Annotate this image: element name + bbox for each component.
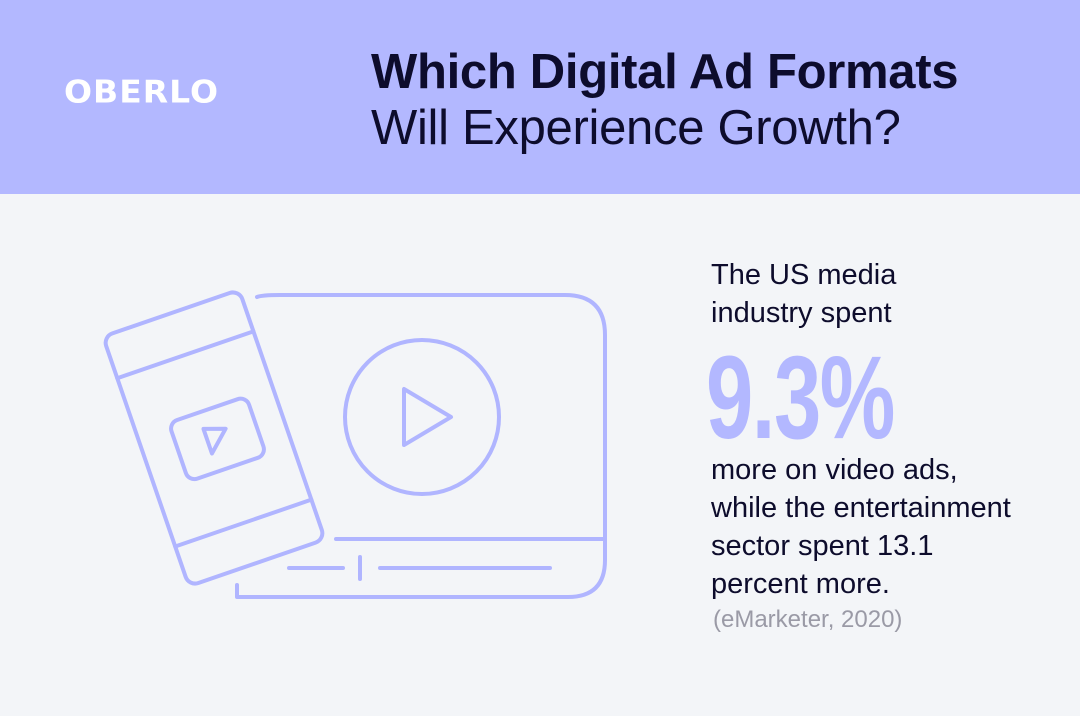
source-citation: (eMarketer, 2020) <box>713 606 903 633</box>
oberlo-logo: OBERLO <box>64 72 220 111</box>
stat-intro-line-1: The US media <box>711 259 897 291</box>
page-title-line-1: Which Digital Ad Formats <box>371 45 959 99</box>
play-icon <box>402 387 453 447</box>
stat-body-line-2: while the entertainment <box>711 492 1011 524</box>
stat-body-line-1: more on video ads, <box>711 454 958 486</box>
stat-value: 9.3% <box>706 332 895 464</box>
play-circle-icon <box>343 338 501 496</box>
stat-body-line-4: percent more. <box>711 568 890 600</box>
stat-intro-line-2: industry spent <box>711 297 892 329</box>
smartphone-video-icon <box>103 290 325 586</box>
header-banner: OBERLO Which Digital Ad Formats Will Exp… <box>0 0 1080 194</box>
video-player-icon <box>235 293 607 599</box>
page-title-line-2: Will Experience Growth? <box>371 101 901 155</box>
stat-body-line-3: sector spent 13.1 <box>711 530 934 562</box>
